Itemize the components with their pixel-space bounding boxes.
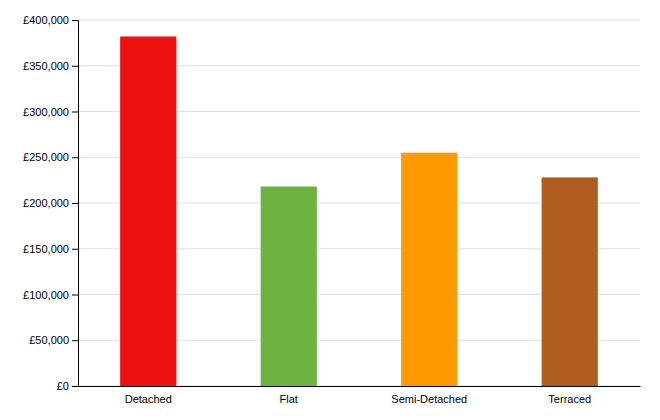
- bars: [120, 36, 598, 386]
- y-tick-mark: [72, 386, 78, 387]
- y-tick: £100,000: [23, 289, 78, 301]
- y-tick-mark: [72, 157, 78, 158]
- y-tick: £150,000: [23, 243, 78, 255]
- y-tick-label: £0: [57, 380, 69, 392]
- grid-line: [78, 20, 640, 21]
- grid: [78, 20, 640, 386]
- y-tick: £300,000: [23, 106, 78, 118]
- bar: [401, 153, 457, 386]
- y-tick-label: £200,000: [23, 197, 69, 209]
- x-tick: Semi-Detached: [391, 393, 467, 405]
- y-tick-mark: [72, 203, 78, 204]
- x-tick-label: Terraced: [548, 393, 591, 405]
- y-tick-label: £400,000: [23, 14, 69, 26]
- y-tick-mark: [72, 20, 78, 21]
- y-tick-label: £150,000: [23, 243, 69, 255]
- x-tick-label: Detached: [125, 393, 172, 405]
- x-tick: Flat: [280, 393, 298, 405]
- y-tick: £0: [57, 380, 78, 392]
- y-axis-line: [72, 21, 79, 387]
- y-tick-mark: [72, 340, 78, 341]
- bar: [120, 36, 176, 386]
- y-tick: £250,000: [23, 151, 78, 163]
- y-tick-label: £100,000: [23, 289, 69, 301]
- y-tick-label: £50,000: [29, 334, 69, 346]
- bar: [261, 187, 317, 386]
- plot: £0 £50,000 £100,000 £150,000 £200,000 £250,00…: [23, 14, 640, 405]
- y-tick: £400,000: [23, 14, 78, 26]
- bar: [542, 177, 598, 386]
- y-tick-mark: [72, 66, 78, 67]
- y-tick: £200,000: [23, 197, 78, 209]
- y-axis: £0 £50,000 £100,000 £150,000 £200,000 £250,00…: [23, 14, 78, 392]
- y-tick-label: £350,000: [23, 60, 69, 72]
- x-tick-label: Semi-Detached: [391, 393, 467, 405]
- y-tick-label: £300,000: [23, 106, 69, 118]
- y-tick-mark: [72, 295, 78, 296]
- y-tick-mark: [72, 112, 78, 113]
- x-axis: Detached Flat Semi-Detached Terraced: [79, 387, 641, 405]
- y-tick: £50,000: [29, 334, 78, 346]
- y-tick-mark: [72, 249, 78, 250]
- x-tick: Terraced: [548, 393, 591, 405]
- chart: £0 £50,000 £100,000 £150,000 £200,000 £250,00…: [0, 0, 660, 420]
- x-tick: Detached: [125, 393, 172, 405]
- x-tick-label: Flat: [280, 393, 298, 405]
- y-tick: £350,000: [23, 60, 78, 72]
- y-tick-label: £250,000: [23, 151, 69, 163]
- x-axis-line: [79, 386, 641, 387]
